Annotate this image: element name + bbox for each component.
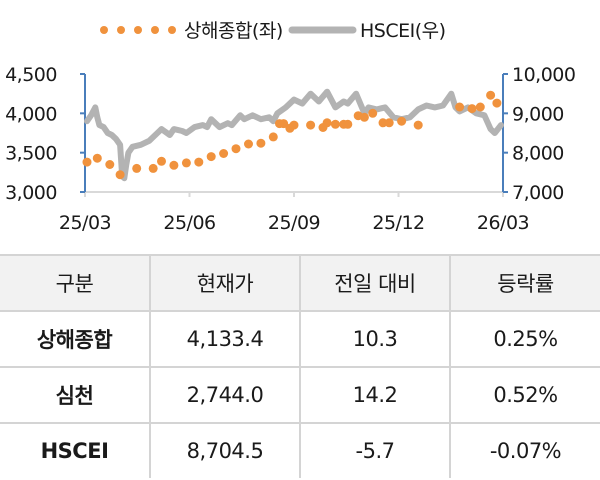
left-tick-label: 3,000 bbox=[5, 182, 57, 204]
shanghai-data-point bbox=[306, 120, 316, 130]
shanghai-data-point bbox=[397, 116, 407, 126]
right-tick-label: 8,000 bbox=[512, 143, 564, 165]
shanghai-data-point bbox=[268, 132, 278, 142]
x-tick-label: 25/06 bbox=[163, 212, 215, 234]
shanghai-data-point bbox=[92, 153, 102, 163]
shanghai-data-point bbox=[279, 119, 289, 129]
right-axis-ticks: 10,000 9,000 8,000 7,000 bbox=[503, 64, 576, 204]
left-tick-label: 4,000 bbox=[5, 103, 57, 125]
shanghai-data-point bbox=[194, 157, 204, 167]
left-axis-ticks: 4,500 4,000 3,500 3,000 bbox=[5, 64, 85, 204]
right-tick-label: 7,000 bbox=[512, 182, 564, 204]
legend: 상해종합(좌) HSCEI(우) bbox=[100, 20, 446, 42]
shanghai-data-point bbox=[157, 156, 166, 166]
shanghai-data-point bbox=[368, 108, 378, 118]
table-row: 상해종합 4,133.4 10.3 0.25% bbox=[0, 310, 600, 368]
x-tick-label: 25/03 bbox=[59, 212, 111, 234]
shanghai-data-point bbox=[219, 149, 229, 158]
shanghai-data-point bbox=[384, 118, 394, 128]
hscei-series-line bbox=[84, 88, 504, 182]
x-tick-label: 26/03 bbox=[477, 212, 529, 234]
shanghai-data-point bbox=[467, 104, 477, 114]
shanghai-data-point bbox=[475, 102, 485, 112]
shanghai-data-point bbox=[413, 120, 423, 130]
table-header-row: 구분 현재가 전일 대비 등락률 bbox=[0, 254, 600, 312]
x-tick-label: 25/09 bbox=[268, 212, 320, 234]
shanghai-data-point bbox=[231, 144, 241, 154]
x-axis-ticks: 25/03 25/06 25/09 25/12 26/03 bbox=[59, 192, 530, 234]
header-price: 현재가 bbox=[149, 254, 301, 312]
row-change: -5.7 bbox=[299, 422, 451, 478]
shanghai-data-point bbox=[359, 112, 369, 122]
shanghai-data-point bbox=[169, 160, 179, 170]
row-change: 10.3 bbox=[299, 310, 451, 368]
row-rate: 0.52% bbox=[449, 366, 600, 424]
row-change: 14.2 bbox=[299, 366, 451, 424]
row-name: 심천 bbox=[0, 366, 151, 424]
shanghai-data-point bbox=[206, 152, 216, 162]
row-price: 2,744.0 bbox=[149, 366, 301, 424]
x-tick-label: 25/12 bbox=[372, 212, 424, 234]
table-row: HSCEI 8,704.5 -5.7 -0.07% bbox=[0, 422, 600, 478]
header-change: 전일 대비 bbox=[299, 254, 451, 312]
shanghai-data-point bbox=[244, 139, 253, 149]
shanghai-data-point bbox=[132, 163, 142, 173]
index-table: 구분 현재가 전일 대비 등락률 상해종합 4,133.4 10.3 0.25%… bbox=[0, 254, 600, 478]
shanghai-series-dots bbox=[82, 90, 502, 180]
shanghai-data-point bbox=[330, 119, 340, 129]
shanghai-data-point bbox=[148, 163, 158, 173]
left-tick-label: 4,500 bbox=[5, 64, 57, 86]
right-tick-label: 10,000 bbox=[512, 64, 575, 86]
index-chart: 상해종합(좌) HSCEI(우) 25/03 25/06 25/09 25/12 26/… bbox=[5, 20, 576, 234]
legend-shanghai-marker-icon bbox=[100, 26, 176, 34]
row-price: 8,704.5 bbox=[149, 422, 301, 478]
shanghai-data-point bbox=[322, 118, 332, 128]
table-row: 심천 2,744.0 14.2 0.52% bbox=[0, 366, 600, 424]
header-rate: 등락률 bbox=[449, 254, 600, 312]
right-tick-label: 9,000 bbox=[512, 103, 564, 125]
legend-label-shanghai: 상해종합(좌) bbox=[184, 20, 283, 42]
shanghai-data-point bbox=[289, 120, 299, 130]
shanghai-data-point bbox=[492, 98, 502, 108]
shanghai-data-point bbox=[455, 102, 465, 112]
legend-label-hscei: HSCEI(우) bbox=[360, 20, 446, 42]
row-name: 상해종합 bbox=[0, 310, 151, 368]
shanghai-data-point bbox=[181, 158, 191, 168]
shanghai-data-point bbox=[378, 118, 388, 128]
row-rate: 0.25% bbox=[449, 310, 600, 368]
shanghai-data-point bbox=[256, 138, 266, 148]
header-category: 구분 bbox=[0, 254, 151, 312]
row-name: HSCEI bbox=[0, 422, 151, 478]
row-rate: -0.07% bbox=[449, 422, 600, 478]
shanghai-data-point bbox=[343, 119, 353, 129]
left-tick-label: 3,500 bbox=[5, 143, 57, 165]
row-price: 4,133.4 bbox=[149, 310, 301, 368]
shanghai-data-point bbox=[486, 90, 496, 100]
shanghai-data-point bbox=[115, 170, 125, 180]
shanghai-data-point bbox=[82, 157, 92, 167]
shanghai-data-point bbox=[105, 160, 115, 169]
